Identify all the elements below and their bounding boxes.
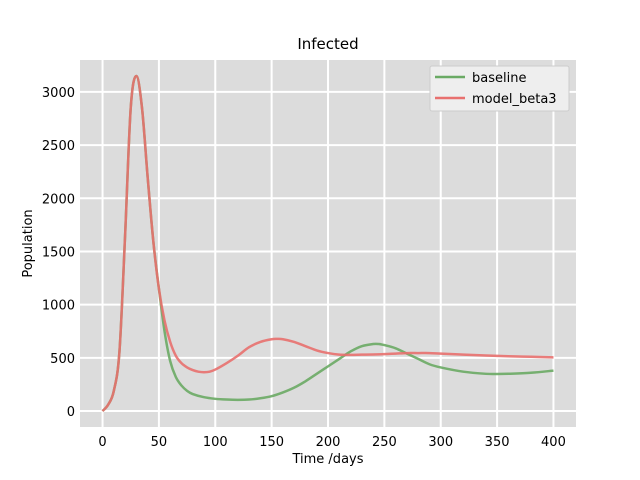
y-axis-label: Population [21, 209, 36, 277]
y-tick-label: 2500 [42, 139, 75, 154]
legend-label-baseline: baseline [472, 71, 526, 86]
legend: baseline model_beta3 [429, 65, 570, 112]
series-lines [101, 74, 554, 412]
x-ticks: 0 50 100 150 200 250 300 350 400 [98, 435, 565, 450]
x-tick-label: 300 [428, 435, 453, 450]
legend-label-model_beta3: model_beta3 [472, 92, 557, 107]
x-tick-label: 50 [151, 435, 168, 450]
y-tick-label: 3000 [42, 86, 75, 101]
x-axis-label: Time /days [291, 452, 363, 467]
y-tick-label: 1500 [42, 245, 75, 260]
x-tick-label: 200 [316, 435, 341, 450]
y-tick-label: 0 [67, 405, 75, 420]
x-tick-label: 0 [98, 435, 106, 450]
series-line-model_beta3 [101, 74, 554, 412]
y-ticks: 0 500 1000 1500 2000 2500 3000 [42, 86, 75, 420]
x-tick-label: 250 [372, 435, 397, 450]
x-tick-label: 150 [259, 435, 284, 450]
x-tick-label: 400 [541, 435, 566, 450]
chart-title: Infected [297, 35, 358, 53]
y-tick-label: 2000 [42, 192, 75, 207]
x-tick-label: 100 [203, 435, 228, 450]
y-tick-label: 1000 [42, 299, 75, 314]
x-tick-label: 350 [485, 435, 510, 450]
y-tick-label: 500 [50, 352, 75, 367]
grid [80, 60, 576, 427]
